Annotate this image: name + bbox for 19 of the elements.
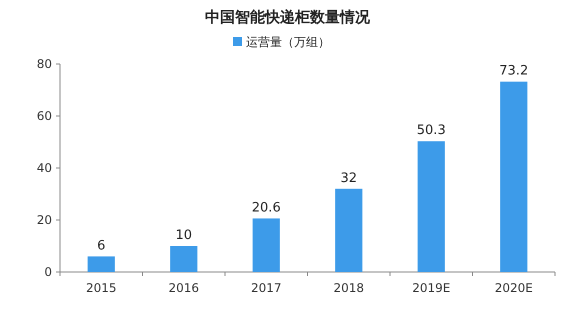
y-tick-label: 40 — [36, 161, 52, 175]
x-tick-label: 2018 — [333, 281, 364, 295]
x-tick-label: 2017 — [250, 281, 282, 295]
x-tick-label: 2016 — [168, 281, 200, 295]
y-tick-label: 20 — [36, 213, 52, 227]
data-label: 50.3 — [416, 123, 446, 138]
x-tick-label: 2020E — [494, 281, 533, 295]
x-tick-label: 2019E — [412, 281, 450, 295]
legend: 运营量（万组） — [246, 35, 330, 49]
data-label: 6 — [97, 238, 106, 254]
data-label: 10 — [175, 228, 192, 243]
x-tick-label: 2015 — [86, 281, 117, 295]
title: 中国智能快递柜数量情况 — [205, 8, 370, 26]
data-label: 32 — [340, 170, 358, 186]
data-label: 73.2 — [499, 64, 528, 79]
y-tick-label: 80 — [36, 57, 52, 71]
y-tick-label: 0 — [44, 265, 52, 279]
y-tick-label: 60 — [36, 109, 52, 123]
data-label: 20.6 — [252, 200, 281, 216]
